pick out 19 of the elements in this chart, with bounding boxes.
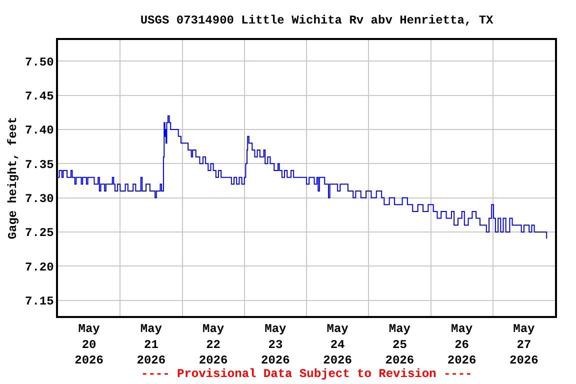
- y-tick-label: 7.25: [25, 226, 54, 240]
- y-tick-label: 7.15: [25, 294, 54, 308]
- y-tick-label: 7.30: [25, 192, 54, 206]
- x-tick-label: May 22 2026: [198, 322, 228, 368]
- y-tick-label: 7.35: [25, 158, 54, 172]
- text: ---- Provisional Data Subject to Revision ----: [141, 367, 472, 381]
- x-tick-label: May 24 2026: [323, 322, 352, 368]
- y-tick-label: 7.50: [25, 55, 54, 70]
- x-tick-label: May 27 2026: [510, 322, 538, 368]
- chart-title: USGS 07314900 Little Wichita Rv abv Henrietta, TX: [140, 13, 494, 28]
- x-tick-label: May 25 2026: [385, 322, 414, 368]
- x-tick-label: May 21 2026: [136, 322, 166, 368]
- x-tick-label: May 23 2026: [261, 322, 290, 368]
- x-tick-label: May 26 2026: [447, 322, 476, 368]
- y-tick-label: 7.40: [25, 124, 54, 138]
- y-tick-label: 7.20: [25, 260, 54, 274]
- y-tick-label: 7.45: [25, 90, 54, 104]
- y-axis-title: Gage height, feet: [6, 116, 20, 240]
- x-tick-label: May 20 2026: [74, 322, 104, 368]
